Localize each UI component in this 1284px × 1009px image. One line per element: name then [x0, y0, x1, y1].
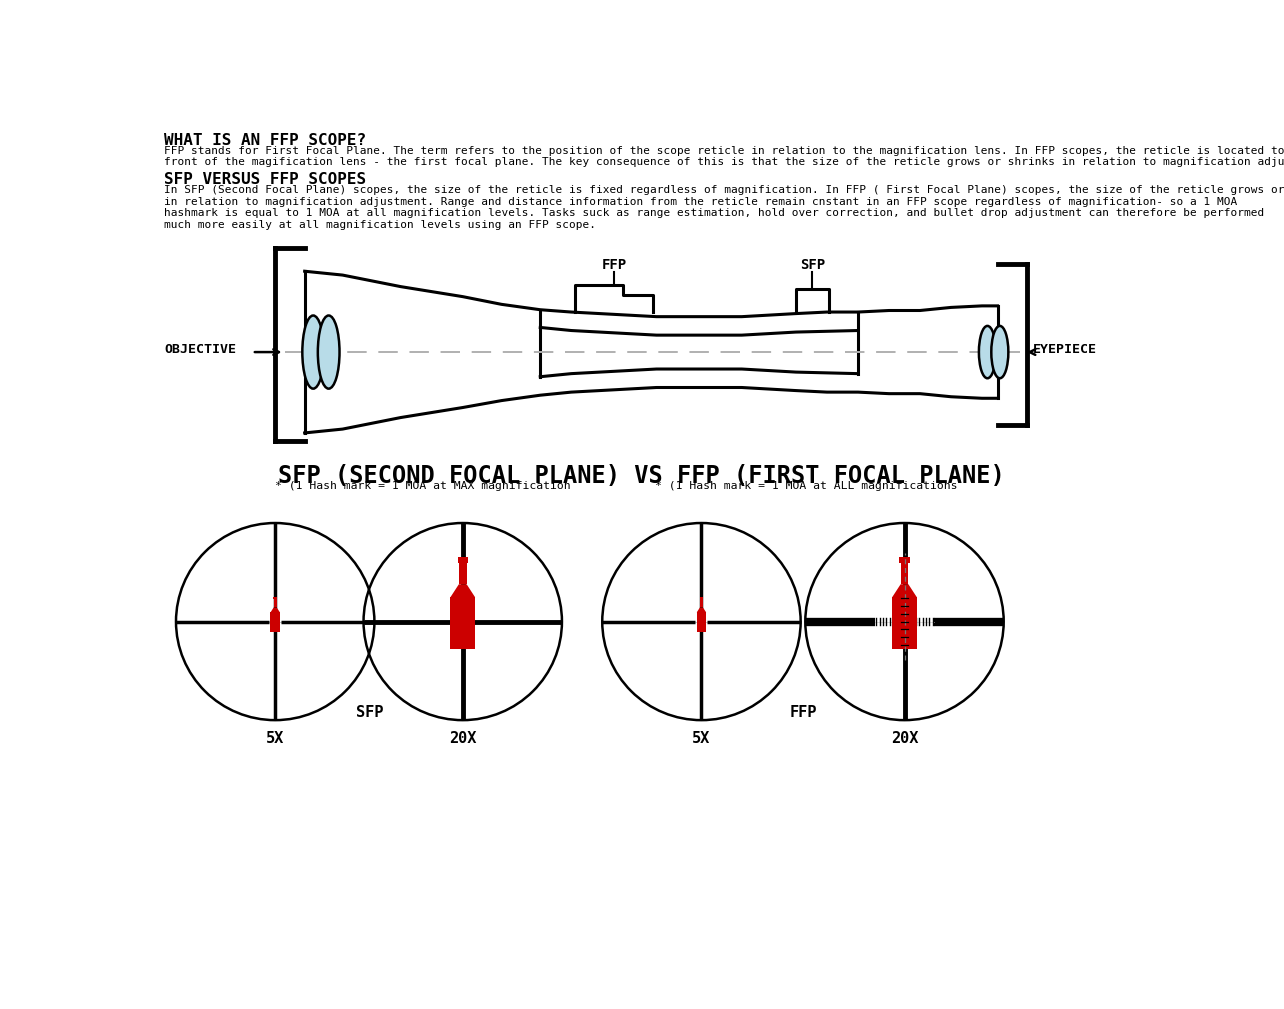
Bar: [458, 563, 466, 584]
Text: hashmark is equal to 1 MOA at all magnification levels. Tasks suck as range esti: hashmark is equal to 1 MOA at all magnif…: [164, 208, 1265, 218]
Bar: [700, 597, 704, 599]
Text: front of the magification lens - the first focal plane. The key consequence of t: front of the magification lens - the fir…: [164, 157, 1284, 167]
Text: SFP: SFP: [356, 704, 384, 719]
Polygon shape: [697, 607, 706, 612]
Text: OBJECTIVE: OBJECTIVE: [164, 343, 236, 356]
Text: In SFP (Second Focal Plane) scopes, the size of the reticle is fixed regardless : In SFP (Second Focal Plane) scopes, the …: [164, 185, 1284, 195]
Polygon shape: [697, 612, 706, 632]
Polygon shape: [892, 584, 917, 597]
Ellipse shape: [978, 326, 996, 378]
Text: SFP (SECOND FOCAL PLANE) VS FFP (FIRST FOCAL PLANE): SFP (SECOND FOCAL PLANE) VS FFP (FIRST F…: [277, 464, 1004, 487]
Bar: [457, 557, 467, 563]
Text: 20X: 20X: [891, 731, 918, 746]
Text: FFP: FFP: [601, 258, 627, 272]
Text: much more easily at all magnification levels using an FFP scope.: much more easily at all magnification le…: [164, 220, 596, 230]
Polygon shape: [271, 612, 280, 632]
Text: 5X: 5X: [692, 731, 710, 746]
Text: FFP: FFP: [790, 704, 818, 719]
Text: * (1 Hash mark = 1 MOA at MAX magnification: * (1 Hash mark = 1 MOA at MAX magnificat…: [275, 481, 571, 491]
Polygon shape: [271, 607, 280, 612]
Text: SFP: SFP: [800, 258, 824, 272]
Bar: [700, 599, 702, 607]
Text: 20X: 20X: [449, 731, 476, 746]
Ellipse shape: [318, 316, 339, 388]
Bar: [273, 599, 276, 607]
Bar: [900, 557, 909, 563]
Text: EYEPIECE: EYEPIECE: [1032, 343, 1097, 356]
Bar: [273, 597, 277, 599]
Text: FFP stands for First Focal Plane. The term refers to the position of the scope r: FFP stands for First Focal Plane. The te…: [164, 145, 1284, 155]
Text: 5X: 5X: [266, 731, 284, 746]
Text: SFP VERSUS FFP SCOPES: SFP VERSUS FFP SCOPES: [164, 172, 366, 187]
Text: in relation to magnification adjustment. Range and distance information from the: in relation to magnification adjustment.…: [164, 197, 1238, 207]
Ellipse shape: [302, 316, 324, 388]
Bar: [900, 563, 908, 584]
Polygon shape: [892, 597, 917, 649]
Text: * (1 Hash mark = 1 MOA at ALL magnifications: * (1 Hash mark = 1 MOA at ALL magnificat…: [655, 481, 958, 491]
Ellipse shape: [991, 326, 1008, 378]
Polygon shape: [451, 597, 475, 649]
Polygon shape: [451, 584, 475, 597]
Text: WHAT IS AN FFP SCOPE?: WHAT IS AN FFP SCOPE?: [164, 132, 366, 147]
